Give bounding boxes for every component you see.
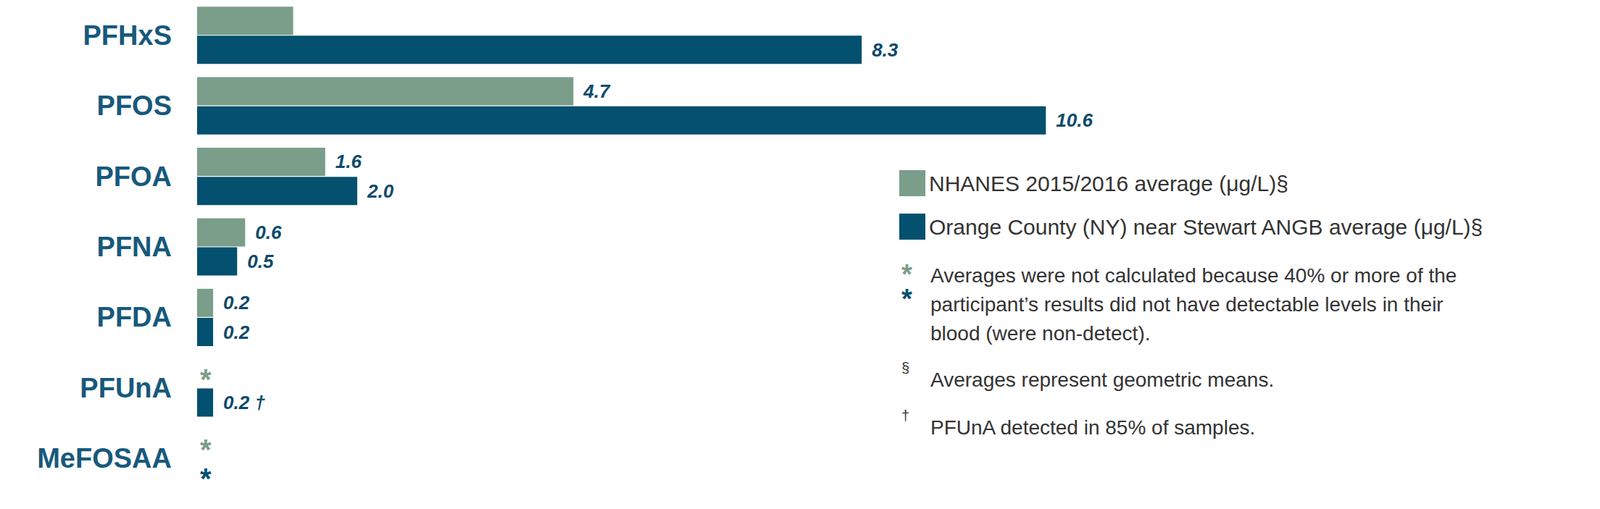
svg-text:Averages were not calculated b: Averages were not calculated because 40%…: [930, 264, 1463, 287]
svg-text:0.2: 0.2: [223, 292, 250, 314]
svg-text:4.7: 4.7: [582, 80, 611, 103]
svg-text:1.6: 1.6: [335, 150, 363, 173]
svg-text:PFUnA detected in 85% of sampl: PFUnA detected in 85% of samples.: [930, 416, 1256, 440]
svg-text:PFNA: PFNA: [97, 231, 172, 263]
svg-text:PFUnA: PFUnA: [79, 373, 172, 404]
svg-text:0.2 †: 0.2 †: [223, 392, 266, 414]
svg-text:0.6: 0.6: [255, 221, 282, 244]
svg-text:0.2: 0.2: [223, 321, 250, 344]
svg-text:PFHxS: PFHxS: [83, 20, 172, 51]
svg-text:§: §: [901, 360, 910, 377]
svg-text:blood (were non-detect).: blood (were non-detect).: [930, 322, 1151, 345]
svg-text:Orange County (NY) near Stewar: Orange County (NY) near Stewart ANGB ave…: [928, 215, 1483, 240]
svg-text:†: †: [901, 407, 910, 424]
svg-text:10.6: 10.6: [1055, 109, 1093, 132]
svg-text:MeFOSAA: MeFOSAA: [36, 443, 172, 474]
svg-text:participant’s results did not: participant’s results did not have detec…: [930, 293, 1449, 316]
svg-text:0.5: 0.5: [247, 250, 274, 273]
svg-text:NHANES 2015/2016 average (μg/L: NHANES 2015/2016 average (μg/L)§: [928, 171, 1289, 196]
svg-text:*: *: [200, 463, 212, 495]
svg-text:*: *: [200, 434, 212, 466]
svg-text:PFDA: PFDA: [97, 302, 172, 333]
svg-text:PFOA: PFOA: [94, 161, 172, 193]
svg-text:PFOS: PFOS: [97, 90, 172, 122]
svg-text:8.3: 8.3: [871, 39, 899, 61]
svg-text:Averages represent geometric m: Averages represent geometric means.: [930, 368, 1274, 392]
svg-text:*: *: [901, 284, 913, 315]
svg-text:2.0: 2.0: [366, 180, 395, 203]
